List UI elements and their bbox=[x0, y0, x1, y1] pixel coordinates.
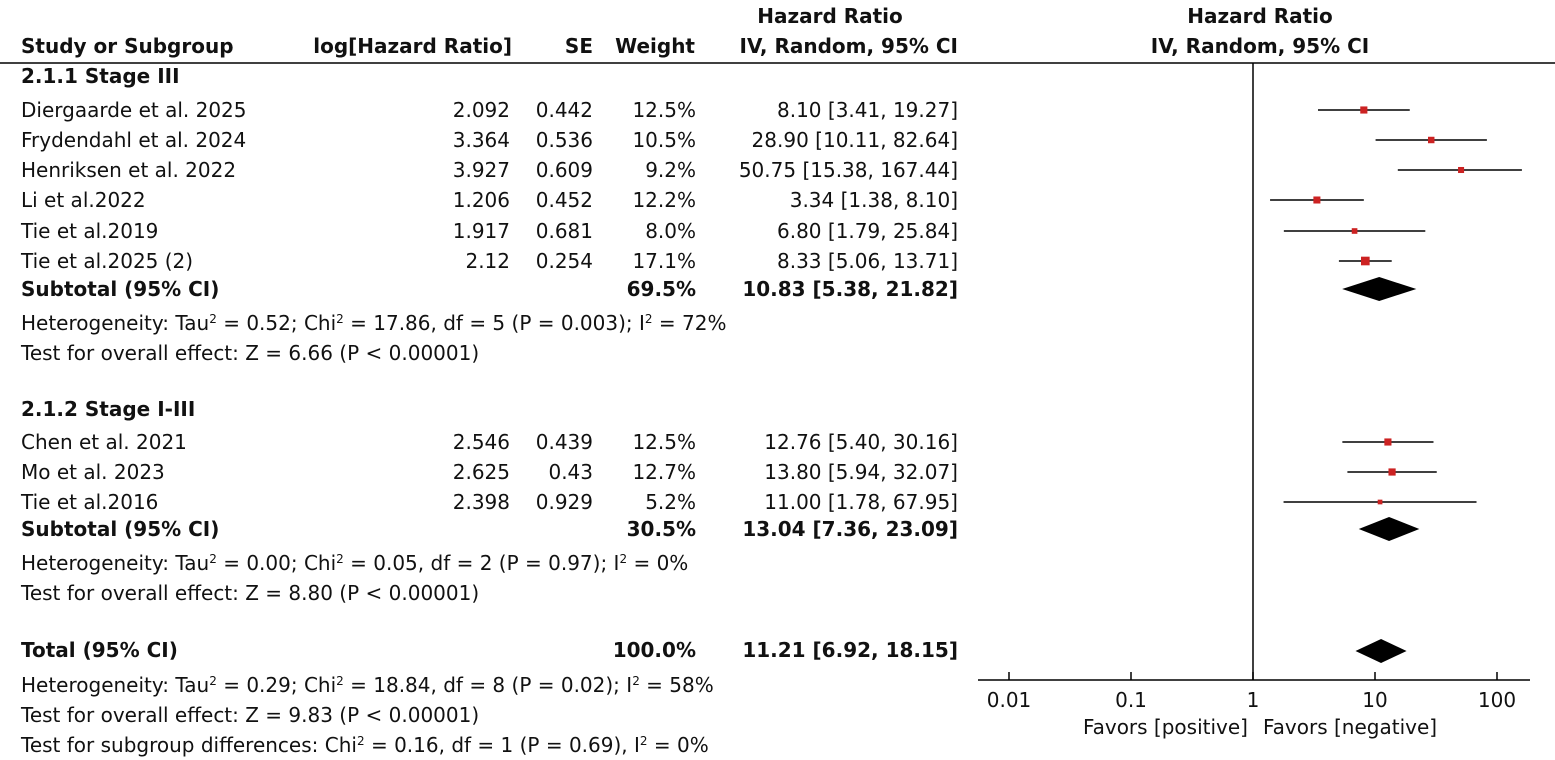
se-value: 0.439 bbox=[535, 430, 593, 454]
hr-ci-value: 3.34 [1.38, 8.10] bbox=[789, 188, 958, 212]
axis-tick-label: 0.01 bbox=[986, 688, 1032, 712]
hr-ci-value: 6.80 [1.79, 25.84] bbox=[777, 219, 958, 243]
hr-ci-value: 13.80 [5.94, 32.07] bbox=[764, 460, 958, 484]
axis-tick-label: 100 bbox=[1477, 688, 1517, 712]
se-value: 0.536 bbox=[535, 128, 593, 152]
heterogeneity-text: Heterogeneity: Tau2 = 0.00; Chi2 = 0.05,… bbox=[21, 551, 689, 575]
subtotal-weight: 30.5% bbox=[626, 517, 696, 541]
weight-value: 8.0% bbox=[645, 219, 696, 243]
total-diamond bbox=[1355, 639, 1407, 663]
weight-value: 9.2% bbox=[645, 158, 696, 182]
loghr-value: 2.546 bbox=[452, 430, 510, 454]
overall-effect-text: Test for overall effect: Z = 8.80 (P < 0… bbox=[21, 581, 480, 605]
weight-value: 10.5% bbox=[632, 128, 696, 152]
total-hr-ci: 11.21 [6.92, 18.15] bbox=[742, 638, 958, 662]
loghr-value: 2.398 bbox=[452, 490, 510, 514]
study-column-header: Study or Subgroup bbox=[21, 34, 234, 58]
axis-tick-label: 1 bbox=[1246, 688, 1260, 712]
subtotal-diamond bbox=[1342, 277, 1417, 301]
total-heterogeneity-text: Heterogeneity: Tau2 = 0.29; Chi2 = 18.84… bbox=[21, 673, 714, 697]
study-name: Li et al.2022 bbox=[21, 188, 146, 212]
axis-tick-label: 10 bbox=[1362, 688, 1388, 712]
hr-ci-value: 8.10 [3.41, 19.27] bbox=[777, 98, 958, 122]
point-estimate bbox=[1377, 499, 1383, 505]
loghr-value: 2.12 bbox=[465, 249, 510, 273]
se-value: 0.254 bbox=[535, 249, 593, 273]
hr-ci-value: 8.33 [5.06, 13.71] bbox=[777, 249, 958, 273]
weight-column-header: Weight bbox=[615, 34, 695, 58]
point-estimate bbox=[1427, 136, 1435, 144]
hr-ci-value: 12.76 [5.40, 30.16] bbox=[764, 430, 958, 454]
hr-ci-value: 28.90 [10.11, 82.64] bbox=[751, 128, 958, 152]
point-estimate bbox=[1388, 468, 1396, 476]
loghr-value: 1.917 bbox=[452, 219, 510, 243]
point-estimate bbox=[1360, 256, 1370, 266]
hr-method-header: IV, Random, 95% CI bbox=[739, 34, 958, 58]
subgroup-differences-text: Test for subgroup differences: Chi2 = 0.… bbox=[21, 733, 709, 757]
total-weight: 100.0% bbox=[612, 638, 696, 662]
plot-method-header: IV, Random, 95% CI bbox=[1150, 34, 1370, 58]
subtotal-hr-ci: 10.83 [5.38, 21.82] bbox=[742, 277, 958, 301]
subtotal-hr-ci: 13.04 [7.36, 23.09] bbox=[742, 517, 958, 541]
study-name: Mo et al. 2023 bbox=[21, 460, 165, 484]
se-value: 0.442 bbox=[535, 98, 593, 122]
weight-value: 17.1% bbox=[632, 249, 696, 273]
study-name: Tie et al.2016 bbox=[21, 490, 159, 514]
hr-ci-value: 11.00 [1.78, 67.95] bbox=[764, 490, 958, 514]
se-column-header: SE bbox=[564, 34, 593, 58]
point-estimate bbox=[1384, 438, 1392, 446]
favors-left-label: Favors [positive] bbox=[1082, 715, 1248, 739]
study-name: Henriksen et al. 2022 bbox=[21, 158, 237, 182]
loghr-column-header: log[Hazard Ratio] bbox=[313, 34, 512, 58]
axis-tick-label: 0.1 bbox=[1115, 688, 1147, 712]
study-name: Tie et al.2025 (2) bbox=[21, 249, 194, 273]
subgroup-title: 2.1.2 Stage I-III bbox=[21, 397, 196, 421]
subgroup-title: 2.1.1 Stage III bbox=[21, 64, 180, 88]
se-value: 0.452 bbox=[535, 188, 593, 212]
weight-value: 12.5% bbox=[632, 98, 696, 122]
subtotal-label: Subtotal (95% CI) bbox=[21, 277, 220, 301]
point-estimate bbox=[1351, 228, 1358, 234]
total-overall-effect-text: Test for overall effect: Z = 9.83 (P < 0… bbox=[21, 703, 480, 727]
study-name: Chen et al. 2021 bbox=[21, 430, 187, 454]
subtotal-weight: 69.5% bbox=[626, 277, 696, 301]
point-estimate bbox=[1313, 196, 1321, 204]
study-name: Diergaarde et al. 2025 bbox=[21, 98, 247, 122]
hr-group-title: Hazard Ratio bbox=[757, 4, 903, 28]
loghr-value: 3.927 bbox=[452, 158, 510, 182]
subtotal-diamond bbox=[1358, 517, 1420, 541]
hr-ci-value: 50.75 [15.38, 167.44] bbox=[738, 158, 958, 182]
loghr-value: 2.092 bbox=[452, 98, 510, 122]
se-value: 0.43 bbox=[548, 460, 593, 484]
heterogeneity-text: Heterogeneity: Tau2 = 0.52; Chi2 = 17.86… bbox=[21, 311, 727, 335]
total-label: Total (95% CI) bbox=[21, 638, 178, 662]
point-estimate bbox=[1360, 106, 1368, 114]
se-value: 0.681 bbox=[535, 219, 593, 243]
weight-value: 12.5% bbox=[632, 430, 696, 454]
overall-effect-text: Test for overall effect: Z = 6.66 (P < 0… bbox=[21, 341, 480, 365]
loghr-value: 1.206 bbox=[452, 188, 510, 212]
weight-value: 12.2% bbox=[632, 188, 696, 212]
weight-value: 5.2% bbox=[645, 490, 696, 514]
loghr-value: 3.364 bbox=[452, 128, 510, 152]
study-name: Tie et al.2019 bbox=[21, 219, 159, 243]
point-estimate bbox=[1458, 166, 1465, 174]
se-value: 0.609 bbox=[535, 158, 593, 182]
weight-value: 12.7% bbox=[632, 460, 696, 484]
se-value: 0.929 bbox=[535, 490, 593, 514]
favors-right-label: Favors [negative] bbox=[1263, 715, 1438, 739]
study-name: Frydendahl et al. 2024 bbox=[21, 128, 247, 152]
plot-group-title: Hazard Ratio bbox=[1187, 4, 1333, 28]
loghr-value: 2.625 bbox=[452, 460, 510, 484]
subtotal-label: Subtotal (95% CI) bbox=[21, 517, 220, 541]
